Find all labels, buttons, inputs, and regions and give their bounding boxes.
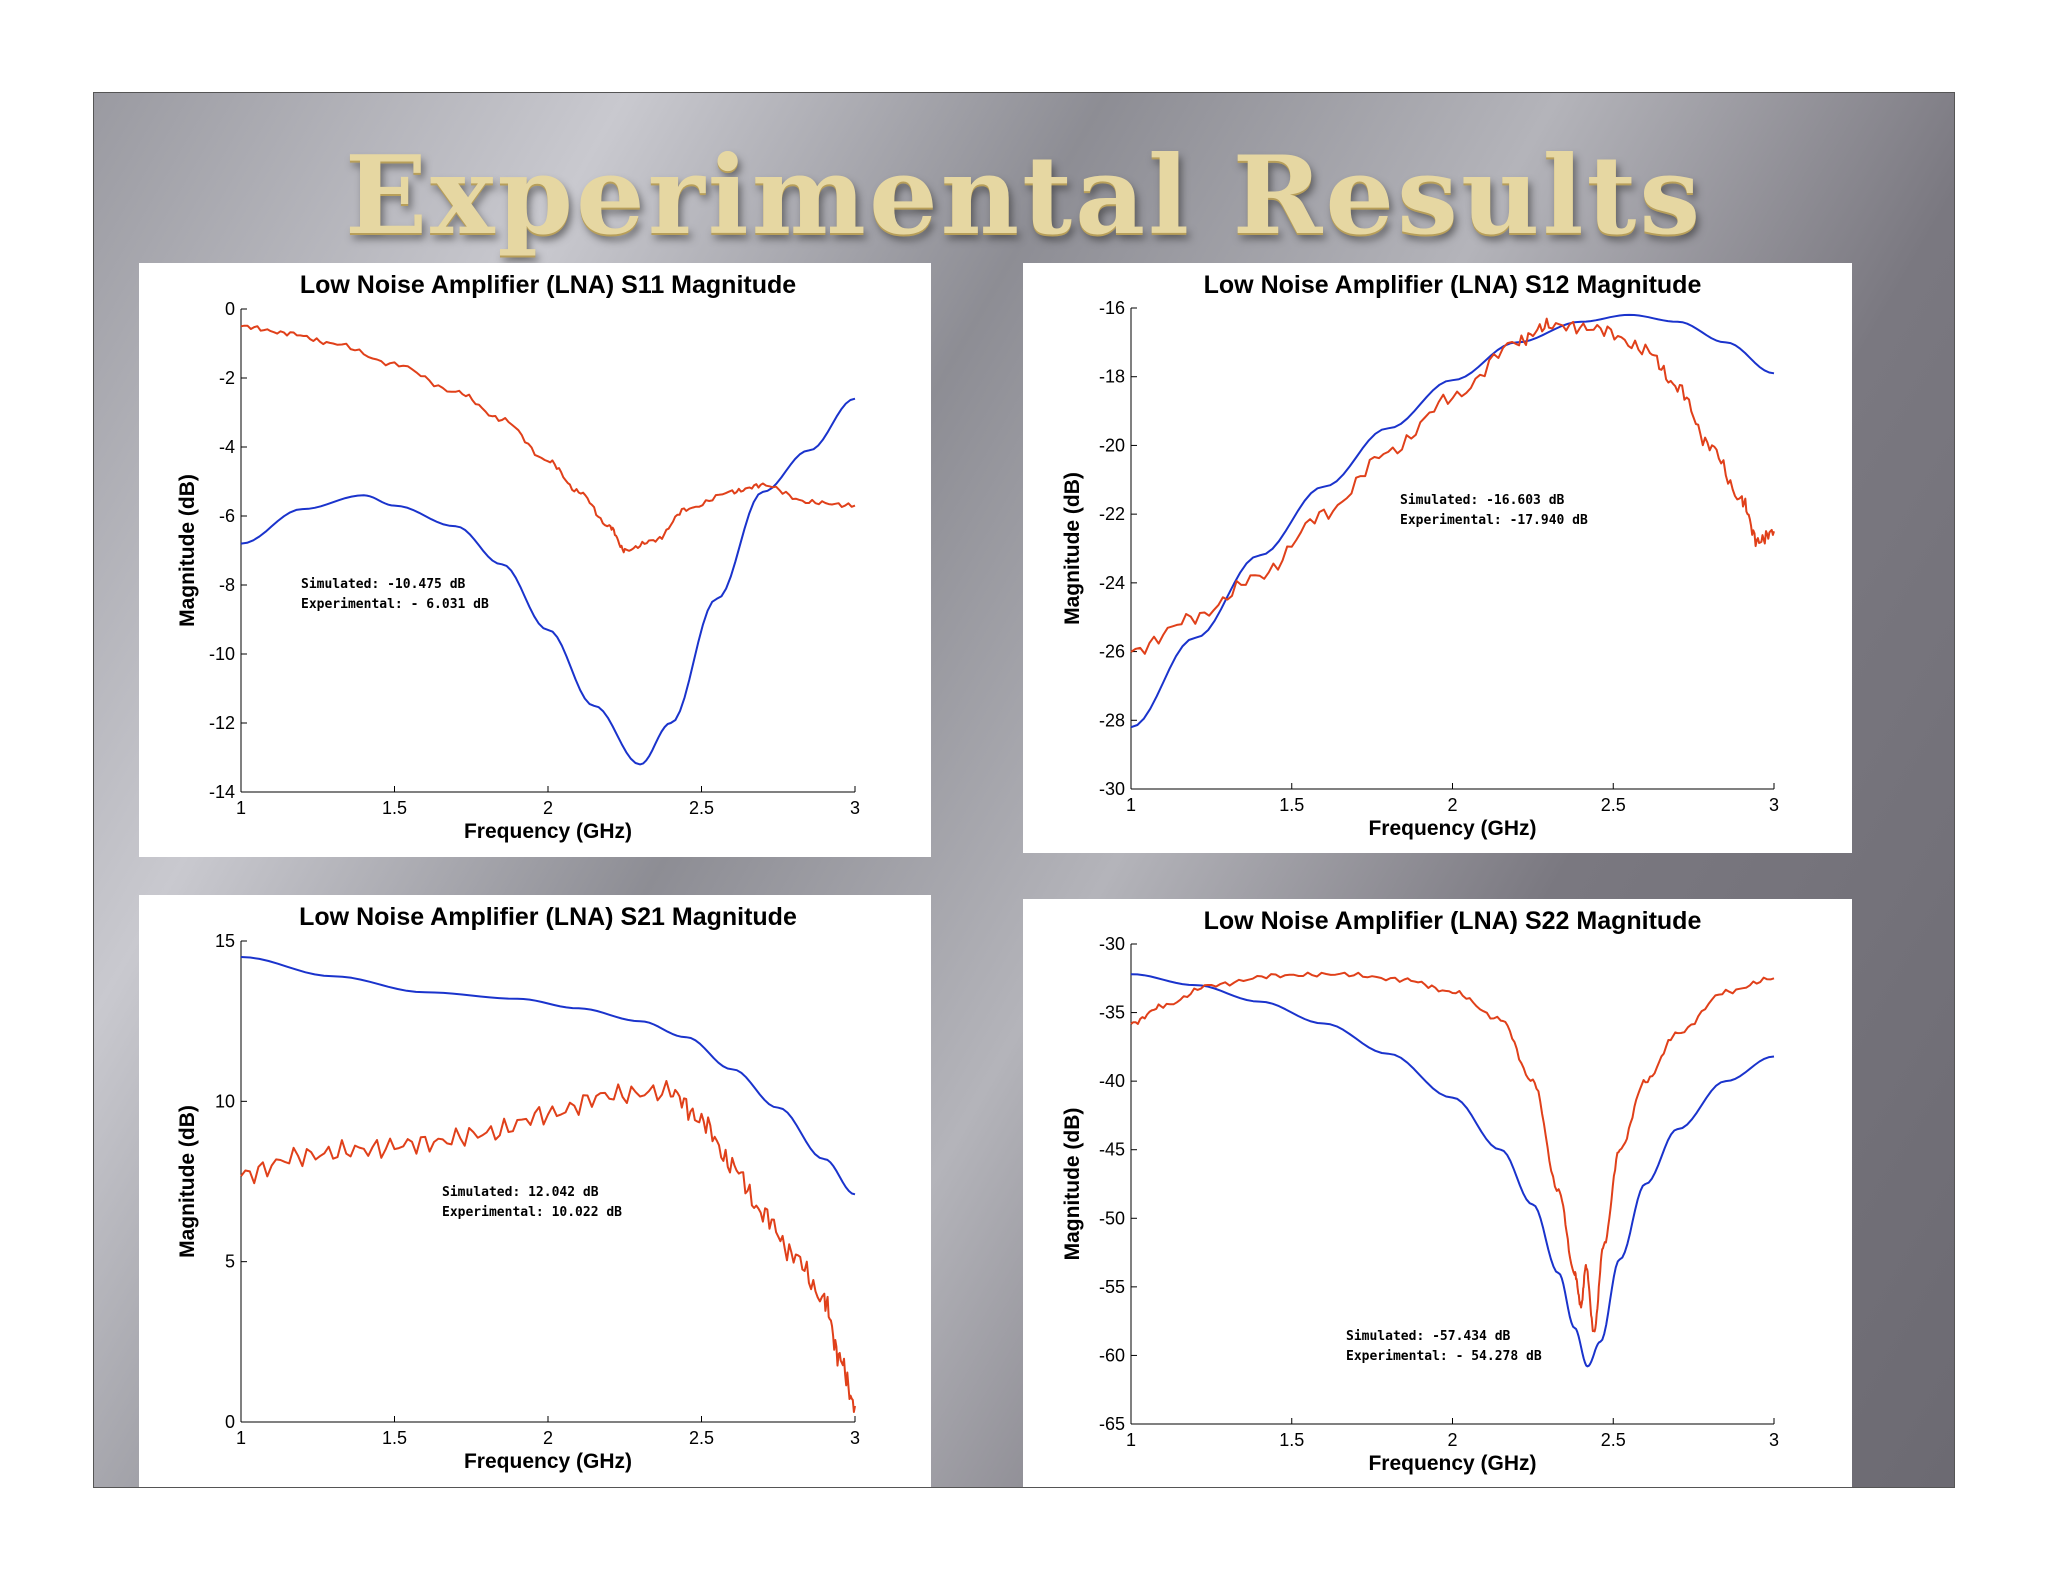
chart-s22-x-tick-label: 1.5 [1279, 1430, 1304, 1450]
chart-s21-x-tick-label: 3 [850, 1428, 860, 1448]
chart-s22-annotation: Experimental: - 54.278 dB [1346, 1349, 1542, 1364]
chart-s12-title: Low Noise Amplifier (LNA) S12 Magnitude [1204, 271, 1702, 299]
chart-s21-series-experimental [240, 1080, 856, 1413]
chart-s21: Low Noise Amplifier (LNA) S21 Magnitude 1… [176, 903, 860, 1473]
chart-s12-series-simulated [1130, 313, 1775, 729]
chart-s22-y-tick-label: -30 [1099, 934, 1125, 954]
chart-s22-y-tick-label: -65 [1099, 1414, 1125, 1434]
chart-s11-x-tick-label: 3 [850, 798, 860, 818]
chart-s22-y-tick-label: -40 [1099, 1071, 1125, 1091]
chart-s22-x-axis-label: Frequency (GHz) [1368, 1452, 1536, 1475]
chart-s21-y-tick-label: 10 [215, 1091, 235, 1111]
chart-s21-x-axis-label: Frequency (GHz) [464, 1450, 632, 1473]
chart-s22-y-axis-label: Magnitude (dB) [1061, 1108, 1084, 1261]
chart-s12-y-tick-label: -18 [1099, 367, 1125, 387]
chart-s22-x-tick-label: 2 [1447, 1430, 1457, 1450]
chart-s21-x-tick-label: 1 [236, 1428, 246, 1448]
chart-s12-annotation: Experimental: -17.940 dB [1400, 513, 1588, 528]
chart-panel-s12: Low Noise Amplifier (LNA) S12 Magnitude -… [1023, 263, 1852, 853]
chart-s21-y-tick-label: 0 [225, 1412, 235, 1432]
chart-s11-y-axis-label: Magnitude (dB) [176, 474, 199, 627]
chart-s21-x-tick-label: 2.5 [689, 1428, 714, 1448]
chart-s11-y-tick-label: -4 [219, 437, 235, 457]
chart-s22-x-tick-label: 3 [1769, 1430, 1779, 1450]
chart-s22: Low Noise Amplifier (LNA) S22 Magnitude -… [1061, 907, 1779, 1475]
chart-s11: Low Noise Amplifier (LNA) S11 Magnitude 0… [176, 271, 860, 843]
slide-title: Experimental Results [344, 133, 1704, 259]
chart-s22-y-tick-label: -35 [1099, 1003, 1125, 1023]
chart-s21-annotation: Experimental: 10.022 dB [442, 1205, 622, 1220]
chart-s11-y-tick-label: -6 [219, 506, 235, 526]
chart-s22-series-simulated [1130, 973, 1775, 1368]
chart-s12: Low Noise Amplifier (LNA) S12 Magnitude -… [1061, 271, 1779, 840]
chart-s21-y-axis-label: Magnitude (dB) [176, 1105, 199, 1258]
chart-s12-x-tick-label: 2 [1447, 795, 1457, 815]
chart-s11-series-experimental [240, 324, 856, 554]
chart-s11-y-tick-label: -8 [219, 575, 235, 595]
chart-s22-series-experimental [1130, 971, 1775, 1333]
chart-s12-x-tick-label: 1 [1126, 795, 1136, 815]
chart-s21-annotation: Simulated: 12.042 dB [442, 1185, 599, 1200]
chart-s12-y-tick-label: -30 [1099, 779, 1125, 799]
chart-s22-y-tick-label: -55 [1099, 1277, 1125, 1297]
chart-s11-x-tick-label: 1 [236, 798, 246, 818]
chart-s11-annotation: Experimental: - 6.031 dB [301, 597, 489, 612]
chart-s21-y-tick-label: 15 [215, 931, 235, 951]
chart-s11-x-tick-label: 1.5 [382, 798, 407, 818]
chart-s11-y-tick-label: -10 [209, 644, 235, 664]
chart-s11-series-simulated [240, 397, 856, 766]
chart-s22-y-tick-label: -45 [1099, 1140, 1125, 1160]
chart-s11-y-tick-label: -12 [209, 713, 235, 733]
chart-s12-x-axis-label: Frequency (GHz) [1368, 817, 1536, 840]
chart-s21-series-simulated [240, 956, 856, 1196]
chart-panel-s21: Low Noise Amplifier (LNA) S21 Magnitude 1… [139, 895, 931, 1487]
chart-s12-y-tick-label: -16 [1099, 298, 1125, 318]
chart-panel-s11: Low Noise Amplifier (LNA) S11 Magnitude 0… [139, 263, 931, 857]
chart-s22-x-tick-label: 2.5 [1601, 1430, 1626, 1450]
chart-s22-y-tick-label: -60 [1099, 1345, 1125, 1365]
chart-s21-y-tick-label: 5 [225, 1252, 235, 1272]
chart-s12-y-tick-label: -26 [1099, 642, 1125, 662]
chart-s22-y-tick-label: -50 [1099, 1208, 1125, 1228]
chart-s11-title: Low Noise Amplifier (LNA) S11 Magnitude [300, 271, 796, 299]
chart-s22-annotation: Simulated: -57.434 dB [1346, 1329, 1511, 1344]
chart-s12-y-tick-label: -20 [1099, 435, 1125, 455]
chart-s12-annotation: Simulated: -16.603 dB [1400, 493, 1565, 508]
chart-s21-title: Low Noise Amplifier (LNA) S21 Magnitude [299, 903, 797, 931]
chart-s21-x-tick-label: 2 [543, 1428, 553, 1448]
chart-s12-x-tick-label: 2.5 [1601, 795, 1626, 815]
chart-s22-title: Low Noise Amplifier (LNA) S22 Magnitude [1204, 907, 1702, 935]
chart-s12-y-tick-label: -22 [1099, 504, 1125, 524]
chart-s12-y-tick-label: -28 [1099, 710, 1125, 730]
chart-s11-annotation: Simulated: -10.475 dB [301, 577, 466, 592]
chart-s12-x-tick-label: 1.5 [1279, 795, 1304, 815]
chart-s11-x-axis-label: Frequency (GHz) [464, 820, 632, 843]
chart-panel-s22: Low Noise Amplifier (LNA) S22 Magnitude -… [1023, 899, 1852, 1487]
chart-s12-y-axis-label: Magnitude (dB) [1061, 472, 1084, 625]
chart-s11-x-tick-label: 2 [543, 798, 553, 818]
chart-s11-y-tick-label: -14 [209, 782, 235, 802]
chart-s11-y-tick-label: -2 [219, 368, 235, 388]
chart-s21-x-tick-label: 1.5 [382, 1428, 407, 1448]
chart-s12-y-tick-label: -24 [1099, 573, 1125, 593]
chart-s12-x-tick-label: 3 [1769, 795, 1779, 815]
chart-s11-x-tick-label: 2.5 [689, 798, 714, 818]
chart-s11-y-tick-label: 0 [225, 299, 235, 319]
chart-s22-x-tick-label: 1 [1126, 1430, 1136, 1450]
chart-s12-series-experimental [1130, 317, 1775, 655]
